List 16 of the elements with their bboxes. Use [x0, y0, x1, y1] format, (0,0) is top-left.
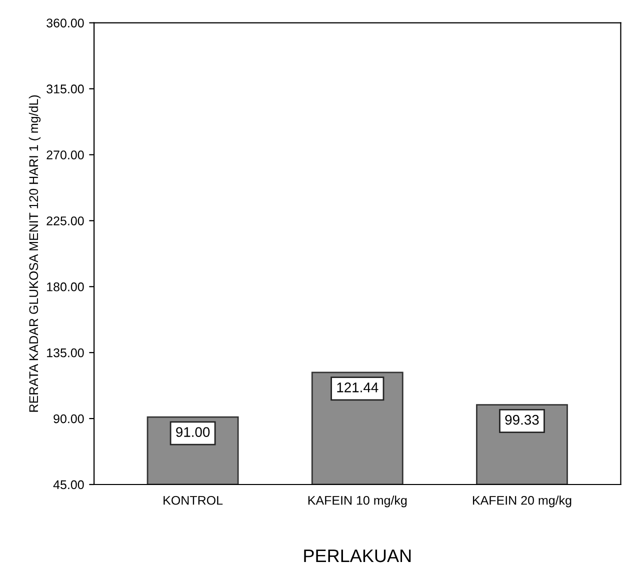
y-tick-label: 45.00	[53, 480, 84, 490]
x-tick-label: KAFEIN 10 mg/kg	[308, 496, 407, 508]
y-tick-label: 315.00	[46, 84, 84, 94]
data-label: 121.44	[337, 382, 378, 392]
data-label: 99.33	[505, 414, 539, 425]
y-tick-label: 270.00	[46, 150, 84, 160]
y-tick-label: 360.00	[46, 18, 84, 28]
x-tick-label: KAFEIN 20 mg/kg	[472, 496, 572, 508]
y-tick-label: 225.00	[46, 216, 84, 226]
data-label: 91.00	[176, 427, 210, 437]
x-axis-title: PERLAKUAN	[304, 550, 411, 562]
y-tick-label: 90.00	[54, 414, 84, 424]
y-tick-label: 180.00	[47, 282, 84, 292]
y-axis-title: RERATA KADAR GLUKOSA MENIT 120 HARI 1 ( mg/dL)	[28, 95, 41, 412]
x-tick-label: KONTROL	[164, 496, 223, 505]
y-tick-label: 135.00	[47, 348, 84, 358]
